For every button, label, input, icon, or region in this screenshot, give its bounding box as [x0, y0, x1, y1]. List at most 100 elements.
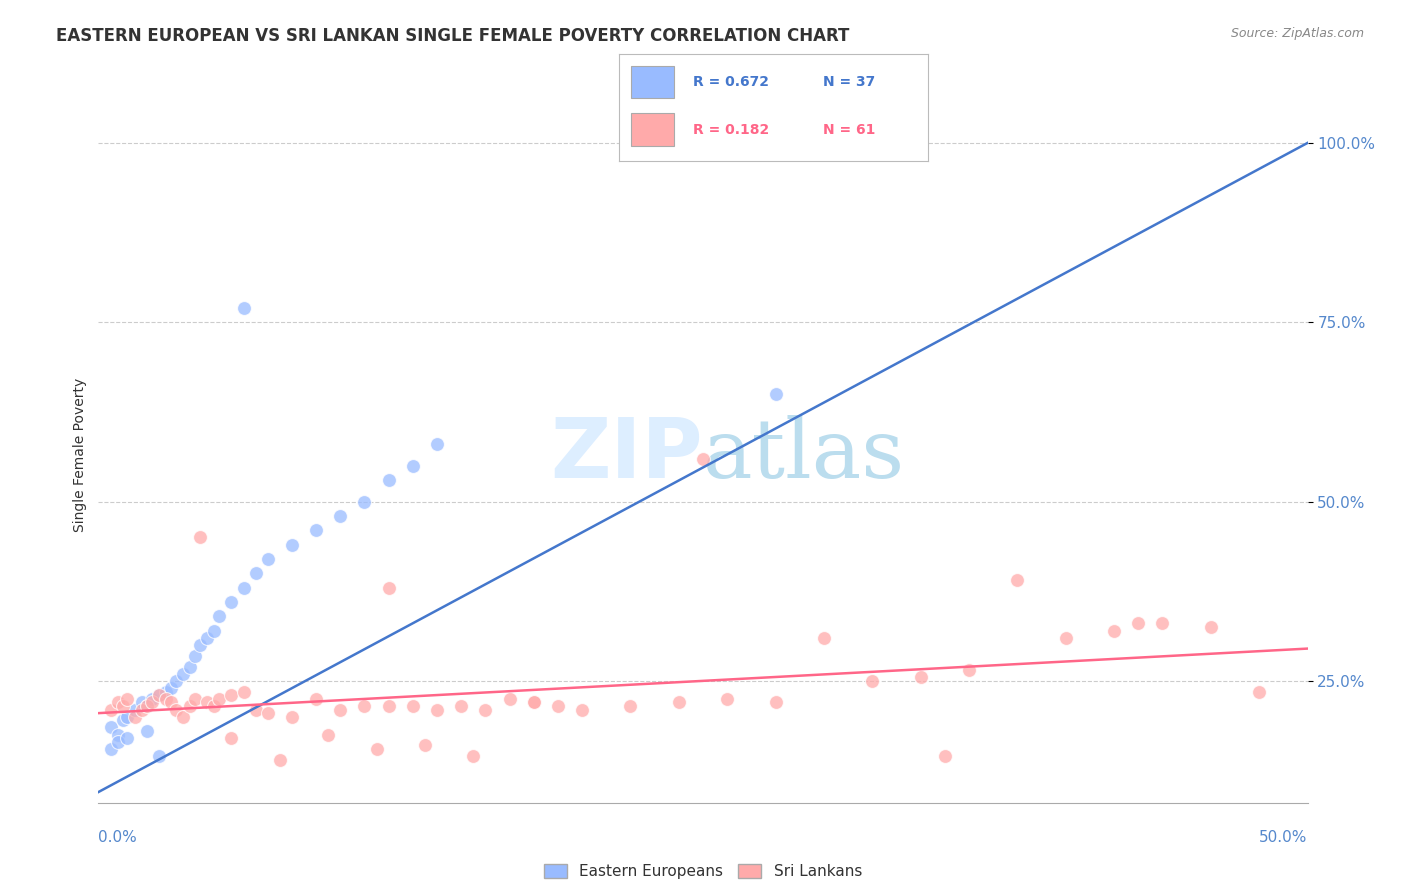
Text: Source: ZipAtlas.com: Source: ZipAtlas.com: [1230, 27, 1364, 40]
Text: N = 37: N = 37: [823, 76, 875, 89]
Point: [172, 666, 194, 681]
Point: [141, 691, 163, 706]
Point: [165, 673, 187, 688]
Point: [1054, 631, 1077, 645]
Text: ZIP: ZIP: [551, 415, 703, 495]
FancyBboxPatch shape: [631, 66, 675, 98]
Point: [208, 609, 231, 624]
Point: [269, 753, 291, 767]
Point: [107, 695, 129, 709]
Point: [498, 691, 520, 706]
Point: [221, 688, 243, 702]
Point: [668, 695, 690, 709]
Point: [124, 710, 146, 724]
Point: [111, 698, 134, 713]
Point: [305, 691, 328, 706]
Point: [860, 673, 883, 688]
Point: [256, 552, 278, 566]
Point: [619, 698, 641, 713]
Point: [463, 749, 485, 764]
Point: [1128, 616, 1150, 631]
Text: R = 0.672: R = 0.672: [693, 76, 769, 89]
Point: [208, 691, 231, 706]
Point: [117, 731, 139, 746]
Point: [184, 648, 207, 663]
Point: [131, 695, 153, 709]
Point: [245, 566, 267, 581]
Text: atlas: atlas: [703, 415, 905, 495]
Point: [155, 691, 177, 706]
Point: [148, 749, 170, 764]
Point: [426, 702, 449, 716]
Point: [232, 301, 254, 315]
Text: 0.0%: 0.0%: [98, 830, 138, 845]
Point: [256, 706, 278, 720]
Point: [100, 721, 122, 735]
Point: [305, 523, 328, 537]
Point: [402, 458, 425, 473]
Point: [232, 581, 254, 595]
Point: [353, 698, 375, 713]
Point: [377, 473, 399, 487]
Text: R = 0.182: R = 0.182: [693, 122, 769, 136]
Point: [765, 387, 787, 401]
Point: [474, 702, 496, 716]
Point: [221, 595, 243, 609]
Point: [100, 702, 122, 716]
Point: [135, 698, 157, 713]
Point: [135, 724, 157, 739]
Point: [377, 581, 399, 595]
Y-axis label: Single Female Poverty: Single Female Poverty: [73, 378, 87, 532]
Point: [141, 695, 163, 709]
Point: [135, 698, 157, 713]
Text: N = 61: N = 61: [823, 122, 875, 136]
Point: [1102, 624, 1125, 638]
Point: [402, 698, 425, 713]
Point: [571, 702, 593, 716]
Point: [148, 688, 170, 702]
Point: [450, 698, 472, 713]
Point: [195, 695, 218, 709]
Point: [957, 663, 980, 677]
Point: [155, 684, 177, 698]
Point: [179, 659, 201, 673]
Point: [934, 749, 956, 764]
Point: [547, 698, 569, 713]
Text: 50.0%: 50.0%: [1260, 830, 1308, 845]
Point: [366, 742, 388, 756]
Point: [329, 702, 352, 716]
Point: [160, 695, 183, 709]
Point: [160, 681, 183, 695]
Point: [107, 735, 129, 749]
Point: [281, 538, 304, 552]
Point: [107, 728, 129, 742]
Legend: Eastern Europeans, Sri Lankans: Eastern Europeans, Sri Lankans: [538, 858, 868, 886]
Point: [232, 684, 254, 698]
Point: [131, 702, 153, 716]
Point: [523, 695, 546, 709]
Point: [692, 451, 714, 466]
Point: [188, 638, 211, 652]
Point: [523, 695, 546, 709]
Point: [716, 691, 738, 706]
Point: [188, 530, 211, 544]
Point: [179, 698, 201, 713]
Point: [316, 728, 339, 742]
Point: [281, 710, 304, 724]
Point: [413, 739, 436, 753]
Point: [1007, 574, 1029, 588]
Point: [426, 437, 449, 451]
Point: [124, 702, 146, 716]
Point: [1199, 620, 1222, 634]
Point: [117, 710, 139, 724]
Point: [195, 631, 218, 645]
Point: [111, 714, 134, 728]
Point: [329, 508, 352, 523]
Point: [1249, 684, 1271, 698]
Text: EASTERN EUROPEAN VS SRI LANKAN SINGLE FEMALE POVERTY CORRELATION CHART: EASTERN EUROPEAN VS SRI LANKAN SINGLE FE…: [56, 27, 849, 45]
Point: [377, 698, 399, 713]
Point: [1152, 616, 1174, 631]
Point: [172, 710, 194, 724]
Point: [813, 631, 835, 645]
Point: [165, 702, 187, 716]
